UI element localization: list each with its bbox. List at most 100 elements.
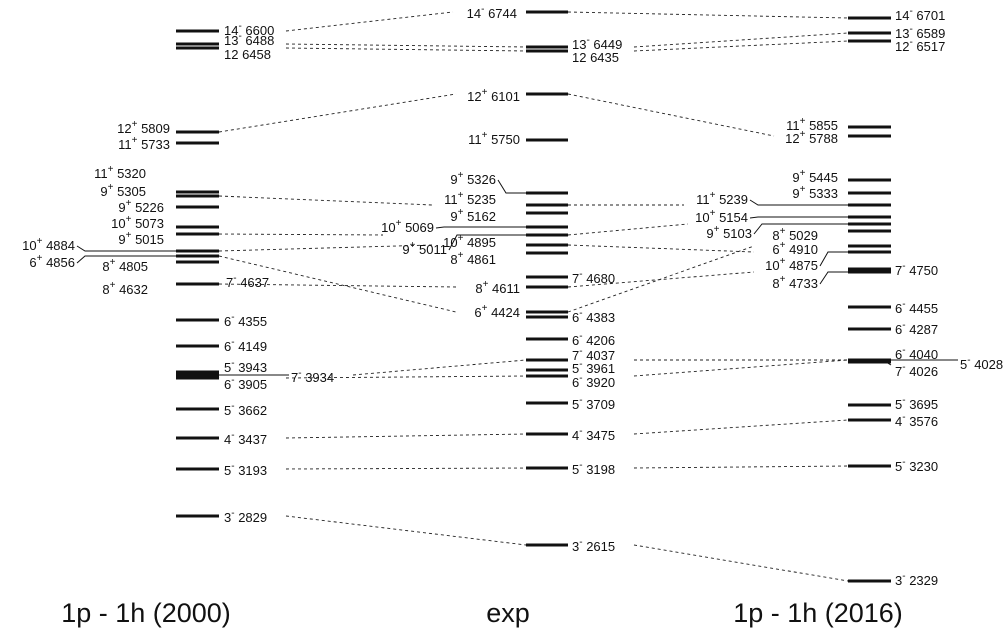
parity-sign: -: [238, 21, 241, 32]
spin-value: 5: [572, 361, 579, 376]
level-c1-14-label: 8+ 4632: [102, 280, 148, 297]
energy-value: 5445: [805, 170, 838, 185]
spin-value: 5: [572, 462, 579, 477]
parity-sign: -: [579, 426, 582, 437]
energy-value: 5750: [487, 132, 520, 147]
spin-value: 11: [468, 132, 482, 147]
spin-value: 9: [450, 209, 457, 224]
spin-value: 6: [895, 301, 902, 316]
level-c2-23-label: 3- 2615: [572, 537, 615, 554]
parity-sign: +: [482, 303, 488, 314]
parity-sign: +: [132, 119, 138, 130]
level-c2-1-label: 13- 6449: [572, 35, 622, 52]
parity-sign: -: [902, 345, 905, 356]
correlation-line: [285, 515, 527, 546]
energy-value: 4632: [115, 282, 148, 297]
level-c3-14-label: 8+ 4733: [772, 274, 818, 291]
spin-value: 9: [118, 200, 125, 215]
parity-sign: -: [231, 358, 234, 369]
parity-sign: +: [126, 214, 132, 225]
energy-value: 5305: [113, 184, 146, 199]
parity-sign: -: [579, 331, 582, 342]
level-c1-17-label: 5- 3943: [224, 358, 267, 375]
energy-value: 4149: [235, 339, 268, 354]
level-c3-17-label: 6- 4040: [895, 345, 938, 362]
correlation-line: [285, 433, 527, 439]
spin-value: 6: [224, 339, 231, 354]
spin-value: 10: [22, 238, 36, 253]
level-c3-3-label: 11+ 5855: [786, 116, 838, 133]
level-c2-12-label: 7- 4680: [572, 269, 615, 286]
spin-value: 12: [895, 39, 909, 54]
correlation-line: [218, 255, 457, 313]
level-c3-14-leader: [819, 271, 848, 285]
level-c3-8-leader: [749, 216, 848, 219]
column-title-1p1h-2000: 1p - 1h (2000): [61, 598, 231, 628]
correlation-line: [633, 40, 849, 52]
parity-sign: +: [110, 280, 116, 291]
parity-sign: -: [231, 430, 234, 441]
level-c3-13-label: 7- 4750: [895, 261, 938, 278]
spin-value: 6: [474, 305, 481, 320]
parity-sign: -: [579, 373, 582, 384]
energy-value: 4611: [488, 281, 520, 296]
spin-value: 10: [111, 216, 125, 231]
spin-value: 7: [572, 348, 579, 363]
parity-sign: +: [714, 224, 720, 235]
energy-value: 5809: [137, 121, 170, 136]
level-c2-17-label: 7- 4037: [572, 346, 615, 363]
spin-value: 4: [895, 414, 902, 429]
energy-value: 5788: [805, 131, 838, 146]
correlation-line: [633, 359, 849, 377]
parity-sign: -: [902, 299, 905, 310]
level-c1-19-label: 6- 3905: [224, 375, 267, 392]
parity-sign: -: [231, 508, 234, 519]
parity-sign: +: [710, 208, 716, 219]
parity-sign: -: [902, 457, 905, 468]
spin-value: 5: [895, 397, 902, 412]
correlation-line: [567, 223, 689, 236]
energy-value: 5154: [715, 210, 748, 225]
spin-value: 3: [572, 539, 579, 554]
energy-value: 3576: [906, 414, 939, 429]
parity-sign: +: [108, 182, 114, 193]
energy-value: 3934: [302, 370, 335, 385]
level-c1-0-label: 14- 6600: [224, 21, 274, 38]
parity-sign: -: [231, 375, 234, 386]
spin-value: 8: [475, 281, 482, 296]
spin-value: 8: [102, 282, 109, 297]
spin-value: 11: [696, 192, 710, 207]
parity-sign: +: [108, 164, 114, 175]
parity-sign: -: [579, 359, 582, 370]
level-c3-12-label: 10+ 4875: [765, 256, 818, 273]
level-c3-1-label: 13- 6589: [895, 24, 945, 41]
level-c1-6-label: 9+ 5305: [100, 182, 146, 199]
energy-value: 6458: [238, 47, 271, 62]
energy-value: 4856: [42, 255, 75, 270]
level-c3-9-label: 9+ 5103: [706, 224, 752, 241]
spin-value: 6: [772, 242, 779, 257]
level-c2-21-label: 4- 3475: [572, 426, 615, 443]
level-c1-8-label: 10+ 5073: [111, 214, 164, 231]
level-c2-9-leader: [448, 234, 526, 251]
energy-value: 5239: [715, 192, 748, 207]
level-c3-5-label: 9+ 5445: [792, 168, 838, 185]
energy-value: 4424: [487, 305, 520, 320]
parity-sign: -: [902, 261, 905, 272]
spin-value: 7: [226, 275, 233, 290]
spin-value: 9: [792, 186, 799, 201]
spin-value: 7: [291, 370, 298, 385]
energy-value: 3230: [906, 459, 939, 474]
energy-value: 2329: [906, 573, 939, 588]
parity-sign: -: [902, 395, 905, 406]
energy-value: 4750: [906, 263, 939, 278]
parity-sign: -: [238, 31, 241, 42]
correlation-line: [285, 375, 527, 379]
spin-value: 10: [695, 210, 709, 225]
correlation-line: [567, 271, 755, 288]
spin-value: 9: [100, 184, 107, 199]
parity-sign: +: [800, 129, 806, 140]
parity-sign: +: [780, 240, 786, 251]
energy-value: 3943: [235, 360, 268, 375]
